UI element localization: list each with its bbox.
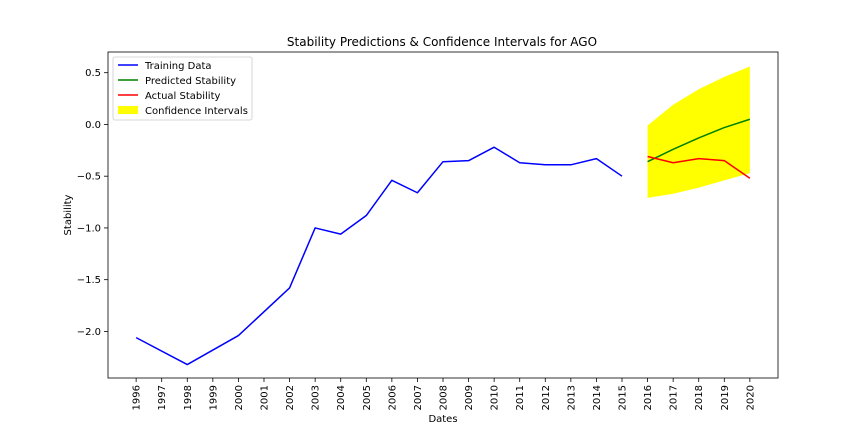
x-axis: 1996 1997 1998 1999 2000 2001 2002 2003 2004 2005… [132, 378, 756, 410]
legend-label-actual: Actual Stability [145, 91, 221, 102]
training-data-line [135, 146, 623, 366]
x-tick-label: 2016 [643, 385, 654, 410]
confidence-band [647, 66, 750, 198]
x-axis-title: Dates [428, 414, 457, 425]
x-tick-label: 2019 [720, 385, 731, 410]
legend: Training Data Predicted Stability Actual… [112, 56, 253, 121]
chart-title: Stability Predictions & Confidence Inter… [287, 35, 597, 49]
legend-label-predicted: Predicted Stability [145, 76, 236, 87]
x-tick-label: 1996 [132, 385, 143, 410]
x-tick-label: 2006 [387, 385, 398, 410]
y-tick-label: 0.0 [85, 120, 101, 131]
x-tick-label: 1998 [183, 385, 194, 410]
x-tick-label: 2003 [311, 385, 322, 410]
x-tick-label: 2000 [234, 385, 245, 410]
x-tick-label: 2012 [541, 385, 552, 410]
x-tick-label: 2014 [592, 385, 603, 410]
x-tick-label: 2011 [515, 385, 526, 410]
x-tick-label: 2018 [694, 385, 705, 410]
x-tick-label: 2009 [464, 385, 475, 410]
x-tick-label: 2013 [566, 385, 577, 410]
x-tick-label: 2005 [362, 385, 373, 410]
y-tick-label: −0.5 [77, 172, 101, 183]
x-tick-label: 2008 [439, 385, 450, 410]
legend-label-confidence: Confidence Intervals [145, 106, 248, 117]
x-tick-label: 2001 [259, 385, 270, 410]
plot-content [135, 66, 751, 366]
x-tick-label: 2010 [490, 385, 501, 410]
y-tick-label: −2.0 [77, 327, 101, 338]
x-tick-label: 2002 [285, 385, 296, 410]
y-tick-label: −1.0 [77, 223, 101, 234]
x-tick-label: 2007 [413, 385, 424, 410]
x-tick-label: 1999 [208, 385, 219, 410]
y-tick-label: 0.5 [85, 68, 101, 79]
legend-box [112, 56, 253, 121]
y-tick-label: −1.5 [77, 275, 101, 286]
x-tick-label: 2015 [618, 385, 629, 410]
predicted-stability-line [647, 118, 751, 163]
x-tick-label: 1997 [157, 385, 168, 410]
x-tick-label: 2017 [669, 385, 680, 410]
x-tick-label: 2004 [336, 385, 347, 410]
actual-stability-line [647, 155, 751, 179]
y-axis: 0.5 0.0 −0.5 −1.0 −1.5 −2.0 [77, 68, 108, 338]
x-tick-label: 2020 [745, 385, 756, 410]
legend-swatch-confidence [118, 106, 138, 114]
y-axis-title: Stability [63, 194, 74, 235]
legend-label-training: Training Data [144, 61, 212, 72]
